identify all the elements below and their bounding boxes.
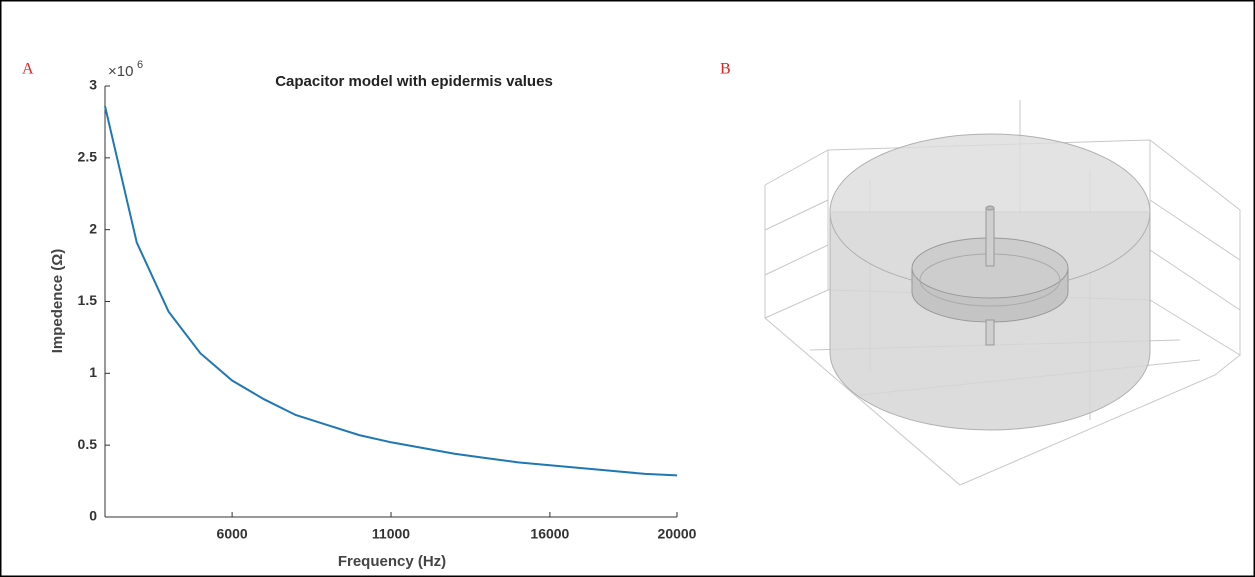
y-tick-label: 3	[89, 77, 97, 93]
y-tick-label: 0	[89, 508, 97, 524]
x-tick-label: 11000	[372, 526, 410, 542]
panel-label: A	[22, 61, 34, 78]
x-tick-label: 16000	[530, 526, 569, 542]
x-axis-label: Frequency (Hz)	[338, 553, 446, 570]
y-tick-label: 0.5	[78, 436, 98, 452]
y-axis-label: Impedence (Ω)	[49, 249, 66, 354]
y-tick-label: 1.5	[78, 292, 98, 308]
x-tick-label: 20000	[658, 526, 697, 542]
y-scale-base: ×10	[108, 63, 133, 80]
y-tick-label: 2.5	[78, 149, 98, 165]
panel-label: B	[720, 61, 731, 78]
y-tick-label: 2	[89, 220, 97, 236]
y-tick-label: 1	[89, 364, 97, 380]
chart-title: Capacitor model with epidermis values	[275, 73, 553, 90]
x-tick-label: 6000	[217, 526, 248, 542]
y-scale-exponent: 6	[137, 59, 143, 71]
figure: A B Capacitor model with epidermis value…	[0, 0, 1255, 577]
